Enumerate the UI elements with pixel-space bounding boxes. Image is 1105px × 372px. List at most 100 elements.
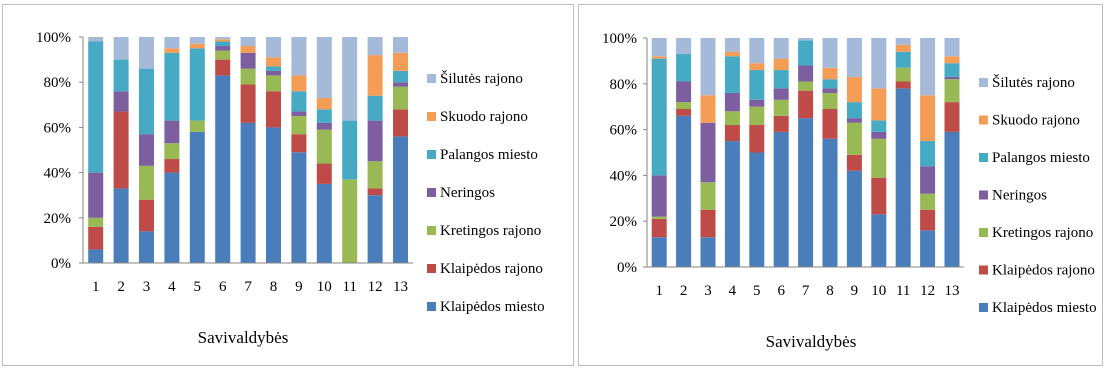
y-tick-label: 60% xyxy=(44,120,72,136)
legend-label-klaipedos-miesto: Klaipėdos miesto xyxy=(992,300,1097,316)
bar-segment-klaipedos-rajono xyxy=(700,209,716,238)
bar-segment-kretingos-rajono xyxy=(393,86,408,110)
bar-segment-palangos-miesto xyxy=(316,109,332,123)
bar-segment-klaipedos-miesto xyxy=(215,75,231,263)
bar-segment-skuodo-rajono xyxy=(215,39,231,42)
legend-label-silutes-rajono: Šilutės rajono xyxy=(992,74,1075,91)
bar-segment-klaipedos-rajono xyxy=(291,134,307,153)
chart-panel-left: 0% 20% 40% 60% 80% 100% 1 2 3 4 5 6 7 8 9 10 11 12 13 Saviv… xyxy=(2,4,574,366)
bar-segment-kretingos-rajono xyxy=(798,81,814,91)
bar-segment-palangos-miesto xyxy=(895,51,911,68)
bar-segment-silutes-rajono xyxy=(895,38,911,45)
bar-segment-klaipedos-miesto xyxy=(749,152,765,267)
bar-segment-silutes-rajono xyxy=(944,38,960,57)
bar-segment-silutes-rajono xyxy=(393,37,408,53)
bar-segment-palangos-miesto xyxy=(88,41,104,173)
y-tick-label: 20% xyxy=(44,211,72,227)
bar-segment-kretingos-rajono xyxy=(291,116,307,135)
bar-segment-klaipedos-rajono xyxy=(215,59,231,76)
bar-segment-klaipedos-miesto xyxy=(798,118,814,268)
bar-segment-klaipedos-miesto xyxy=(266,127,281,264)
legend-swatch-skuodo-rajono xyxy=(979,115,988,125)
legend-swatch-skuodo-rajono xyxy=(427,112,436,121)
bar-segment-klaipedos-miesto xyxy=(367,195,383,263)
bar-segment-kretingos-rajono xyxy=(266,75,281,92)
y-tick-label: 80% xyxy=(44,75,72,91)
bar-segment-klaipedos-rajono xyxy=(240,84,256,123)
x-tick-label: 4 xyxy=(729,283,737,299)
bar-segment-skuodo-rajono xyxy=(651,56,667,59)
bar-segment-klaipedos-rajono xyxy=(944,102,960,132)
bar-segment-klaipedos-miesto xyxy=(651,237,667,267)
bar-segment-silutes-rajono xyxy=(871,38,887,89)
bar-segment-silutes-rajono xyxy=(316,37,332,99)
bar-segment-skuodo-rajono xyxy=(822,67,838,80)
x-tick-label: 8 xyxy=(826,283,834,299)
bar-segment-palangos-miesto xyxy=(393,70,408,83)
bar-segment-palangos-miesto xyxy=(822,79,838,89)
bar-segment-kretingos-rajono xyxy=(920,193,936,210)
bar-segment-silutes-rajono xyxy=(822,38,838,68)
y-tick-label: 40% xyxy=(610,168,638,184)
bar-segment-palangos-miesto xyxy=(266,66,281,71)
bar-segment-skuodo-rajono xyxy=(393,52,408,71)
stacked-bar-chart-left: 0%20%40%60%80%100%1 2 3 4 5 6 7 8 9 10 11 12 13Saviv… xyxy=(36,30,545,347)
bar-segment-kretingos-rajono xyxy=(749,106,765,126)
bar-segment-klaipedos-miesto xyxy=(871,214,887,267)
bar-segment-silutes-rajono xyxy=(367,37,383,56)
bar-segment-palangos-miesto xyxy=(113,59,129,92)
bar-segment-palangos-miesto xyxy=(342,120,358,180)
bar-segment-silutes-rajono xyxy=(113,37,129,60)
bar-segment-klaipedos-rajono xyxy=(393,109,408,137)
bar-segment-kretingos-rajono xyxy=(773,99,789,116)
bar-segment-silutes-rajono xyxy=(139,37,154,69)
bar-segment-skuodo-rajono xyxy=(920,95,936,142)
bar-segment-klaipedos-rajono xyxy=(724,125,740,142)
bar-segment-klaipedos-miesto xyxy=(846,170,862,267)
bar-segment-palangos-miesto xyxy=(291,91,307,112)
bar-segment-silutes-rajono xyxy=(266,37,281,58)
bar-segment-klaipedos-miesto xyxy=(895,88,911,267)
bar-segment-kretingos-rajono xyxy=(700,182,716,210)
bar-segment-klaipedos-rajono xyxy=(798,90,814,119)
bar-segment-palangos-miesto xyxy=(920,141,936,167)
y-tick-label: 100% xyxy=(602,31,637,47)
y-tick-label: 100% xyxy=(36,30,71,46)
bar-segment-neringos xyxy=(651,175,667,217)
y-tick-label: 0% xyxy=(617,260,637,276)
bar-segment-palangos-miesto xyxy=(773,70,789,89)
bar-segment-kretingos-rajono xyxy=(822,92,838,109)
x-tick-label: 1 xyxy=(92,279,100,295)
x-tick-label: 6 xyxy=(219,279,227,295)
bar-segment-neringos xyxy=(700,122,716,183)
bar-segment-kretingos-rajono xyxy=(944,79,960,103)
bar-segment-kretingos-rajono xyxy=(164,143,180,160)
legend-swatch-neringos xyxy=(427,188,436,197)
bar-segment-neringos xyxy=(164,120,180,144)
x-tick-label: 2 xyxy=(117,279,125,295)
bar-segment-palangos-miesto xyxy=(846,102,862,119)
legend-label-kretingos-rajono: Kretingos rajono xyxy=(992,225,1093,241)
legend-swatch-klaipedos-miesto xyxy=(979,303,988,312)
bar-segment-palangos-miesto xyxy=(139,68,154,135)
bar-segment-silutes-rajono xyxy=(240,37,256,47)
bar-segment-neringos xyxy=(316,122,332,130)
legend-label-kretingos-rajono: Kretingos rajono xyxy=(440,223,541,239)
bar-segment-klaipedos-rajono xyxy=(676,108,692,116)
bar-segment-skuodo-rajono xyxy=(189,43,205,49)
x-tick-label: 3 xyxy=(704,283,712,299)
bar-segment-silutes-rajono xyxy=(88,37,104,42)
bar-segment-skuodo-rajono xyxy=(164,48,180,53)
bar-segment-skuodo-rajono xyxy=(773,58,789,71)
legend-swatch-palangos-miesto xyxy=(427,150,436,159)
bar-segment-klaipedos-miesto xyxy=(291,152,307,263)
bar-segment-neringos xyxy=(749,99,765,107)
y-tick-label: 20% xyxy=(610,214,638,230)
bar-segment-silutes-rajono xyxy=(342,37,358,121)
bar-segment-palangos-miesto xyxy=(724,56,740,93)
bar-segment-klaipedos-rajono xyxy=(871,177,887,215)
legend-swatch-klaipedos-miesto xyxy=(427,302,436,311)
bar-segment-neringos xyxy=(822,88,838,93)
legend-label-palangos-miesto: Palangos miesto xyxy=(992,150,1090,166)
bar-segment-neringos xyxy=(944,76,960,80)
